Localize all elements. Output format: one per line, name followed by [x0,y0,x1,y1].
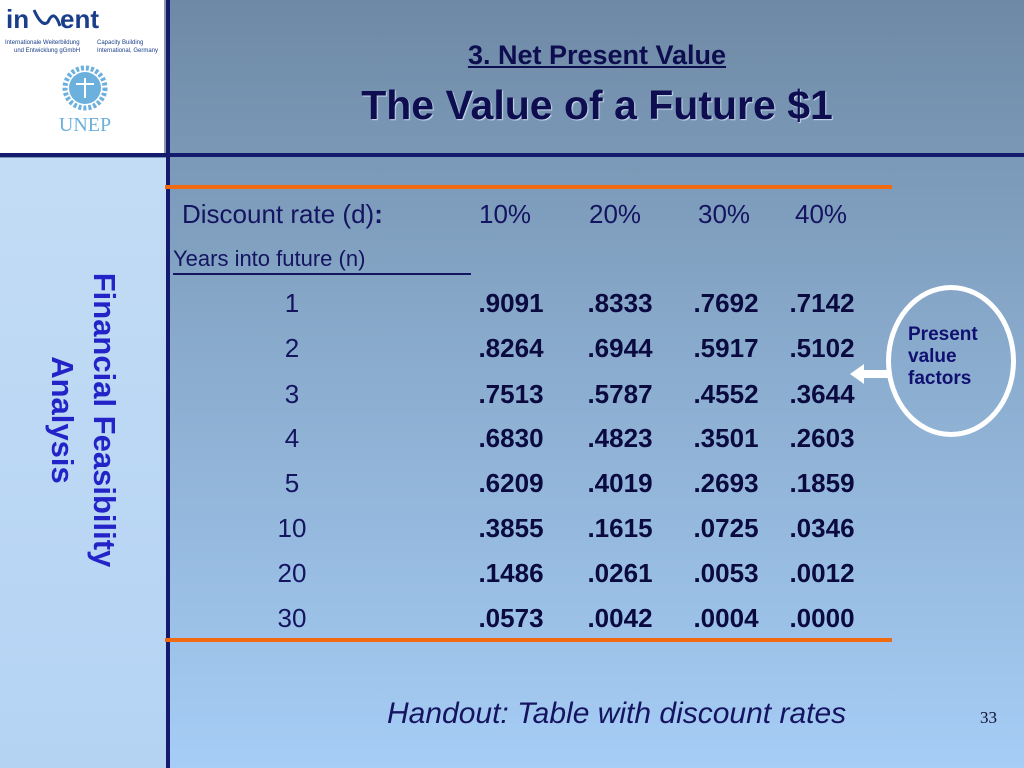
discount-rate-label: Discount rate (d): [182,199,383,229]
svg-text:Internationale Weiterbildung: Internationale Weiterbildung [5,40,80,46]
frame-horizontal-divider [0,153,1024,157]
year-cell: 10 [277,513,307,543]
factor-cell: .0042 [587,603,653,633]
factor-cell: .0261 [587,558,653,588]
svg-text:UNEP: UNEP [59,114,111,136]
svg-text:in: in [6,4,29,34]
factor-cell: .7513 [478,379,544,409]
rate-header: 30% [698,199,751,229]
callout-text: Present value factors [908,324,978,389]
factor-cell: .1615 [587,513,653,543]
sidebar-title-line1: Financial Feasibility [87,272,122,568]
callout-circle [886,285,1016,437]
factor-cell: .6830 [478,423,544,453]
factor-cell: .0725 [693,513,759,543]
factor-cell: .2603 [789,423,855,453]
factor-cell: .5102 [789,333,855,363]
frame-vertical-divider [166,0,170,768]
factor-cell: .1859 [789,468,855,498]
factor-cell: .7692 [693,288,759,318]
factor-cell: .9091 [478,288,544,318]
sidebar-title: Financial Feasibility Analysis [41,273,125,568]
year-cell: 1 [284,288,300,318]
sidebar [0,158,166,768]
factor-cell: .4823 [587,423,653,453]
inwent-unep-logo: in ent Internationale Weiterbildung und … [5,4,158,136]
factor-cell: .6209 [478,468,544,498]
year-cell: 20 [277,558,307,588]
factor-cell: .3501 [693,423,759,453]
year-cell: 3 [284,379,300,409]
factor-cell: .0012 [789,558,855,588]
svg-text:International, Germany: International, Germany [97,48,158,54]
year-cell: 5 [284,468,300,498]
rate-header: 10% [479,199,532,229]
factor-cell: .0573 [478,603,544,633]
handout-note: Handout: Table with discount rates [387,697,847,730]
factor-cell: .4552 [693,379,759,409]
page-number: 33 [980,708,997,727]
year-cell: 4 [284,423,300,453]
factor-cell: .4019 [587,468,653,498]
year-cell: 30 [277,603,307,633]
slide-title: The Value of a Future $1 [361,82,833,128]
factor-cell: .7142 [789,288,855,318]
sidebar-title-line2: Analysis [45,356,80,484]
rate-header: 20% [589,199,642,229]
factor-cell: .1486 [478,558,544,588]
factor-cell: .8333 [587,288,653,318]
factor-cell: .5787 [587,379,653,409]
factor-cell: .3644 [789,379,855,409]
arrow-left-icon [850,364,890,384]
svg-text:ent: ent [60,4,99,34]
logo-panel: in ent Internationale Weiterbildung und … [0,0,166,155]
table-top-rule [165,185,892,189]
table-bottom-rule [165,638,892,642]
svg-text:Capacity Building: Capacity Building [97,40,143,46]
svg-text:und Entwicklung gGmbH: und Entwicklung gGmbH [14,48,80,54]
years-label: Years into future (n) [173,246,471,275]
factor-cell: .6944 [587,333,653,363]
factor-cell: .0053 [693,558,759,588]
factor-cell: .0346 [789,513,855,543]
factor-cell: .8264 [478,333,544,363]
factor-cell: .2693 [693,468,759,498]
year-cell: 2 [284,333,300,363]
factor-cell: .0004 [693,603,759,633]
factor-cell: .5917 [693,333,759,363]
slide-subtitle: 3. Net Present Value [467,40,727,70]
factor-cell: .0000 [789,603,855,633]
factor-cell: .3855 [478,513,544,543]
rate-header: 40% [795,199,848,229]
